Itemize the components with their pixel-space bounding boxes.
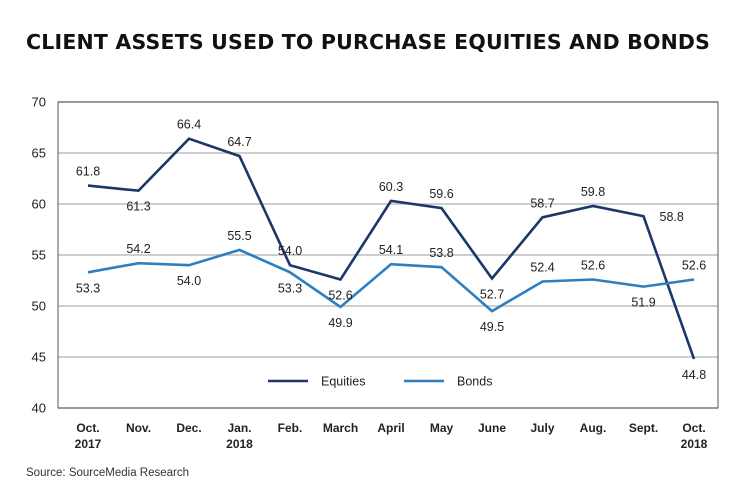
y-tick-label: 50 [32,299,46,314]
y-axis: 40 45 50 55 60 65 70 [32,95,46,416]
data-label-equities: 54.0 [278,244,302,258]
x-tick-label: Sept. [629,421,658,435]
x-tick-label: July [530,421,554,435]
data-label-bonds: 53.8 [429,246,453,260]
legend-label-equities: Equities [321,375,365,389]
data-label-equities: 58.7 [530,196,554,210]
data-label-bonds: 54.0 [177,274,201,288]
series-line-equities [87,137,696,360]
legend: Equities Bonds [268,375,492,389]
data-label-bonds: 54.1 [379,243,403,257]
x-tick-label: Jan. [227,421,251,435]
x-tick-label: Oct. [682,421,705,435]
x-tick-label: 2018 [681,437,708,451]
data-label-equities: 66.4 [177,118,201,132]
data-label-equities: 52.6 [328,288,352,302]
x-tick-label: April [377,421,404,435]
y-tick-label: 55 [32,248,46,263]
chart-title: CLIENT ASSETS USED TO PURCHASE EQUITIES … [26,30,711,54]
data-label-bonds: 53.3 [278,281,302,295]
data-label-equities: 58.8 [660,210,684,224]
x-tick-label: 2018 [226,437,253,451]
data-labels: 61.8 61.3 66.4 64.7 54.0 52.6 60.3 59.6 52.7 58.7… [76,118,706,382]
x-tick-label: Feb. [278,421,303,435]
series-line-bonds [87,248,695,313]
data-label-bonds: 52.4 [530,261,554,275]
x-tick-label: May [430,421,454,435]
source-note: Source: SourceMedia Research [26,467,189,479]
gridlines [57,101,719,409]
y-tick-label: 65 [32,146,46,161]
data-label-equities: 44.8 [682,368,706,382]
x-tick-label: Dec. [176,421,201,435]
data-label-bonds: 49.9 [328,316,352,330]
x-axis: Oct. 2017 Nov. Dec. Jan. 2018 Feb. March April Ma… [75,421,708,451]
x-tick-label: June [478,421,506,435]
data-label-equities: 59.6 [429,187,453,201]
data-label-bonds: 49.5 [480,320,504,334]
data-label-bonds: 53.3 [76,281,100,295]
data-label-equities: 61.8 [76,165,100,179]
x-tick-label: 2017 [75,437,102,451]
plot-frame [57,101,719,409]
data-label-equities: 61.3 [126,200,150,214]
legend-label-bonds: Bonds [457,375,492,389]
y-tick-label: 45 [32,350,46,365]
y-tick-label: 70 [32,95,46,110]
series-lines [87,137,696,360]
x-tick-label: Oct. [76,421,99,435]
data-label-equities: 64.7 [227,135,251,149]
x-tick-label: March [323,421,358,435]
data-label-equities: 59.8 [581,185,605,199]
data-label-bonds: 51.9 [631,296,655,310]
data-label-bonds: 54.2 [126,242,150,256]
data-label-bonds: 52.6 [581,258,605,272]
x-tick-label: Aug. [580,421,607,435]
y-tick-label: 60 [32,197,46,212]
data-label-equities: 60.3 [379,180,403,194]
data-label-bonds: 52.6 [682,258,706,272]
y-tick-label: 40 [32,401,46,416]
data-label-equities: 52.7 [480,287,504,301]
data-label-bonds: 55.5 [227,229,251,243]
x-tick-label: Nov. [126,421,151,435]
